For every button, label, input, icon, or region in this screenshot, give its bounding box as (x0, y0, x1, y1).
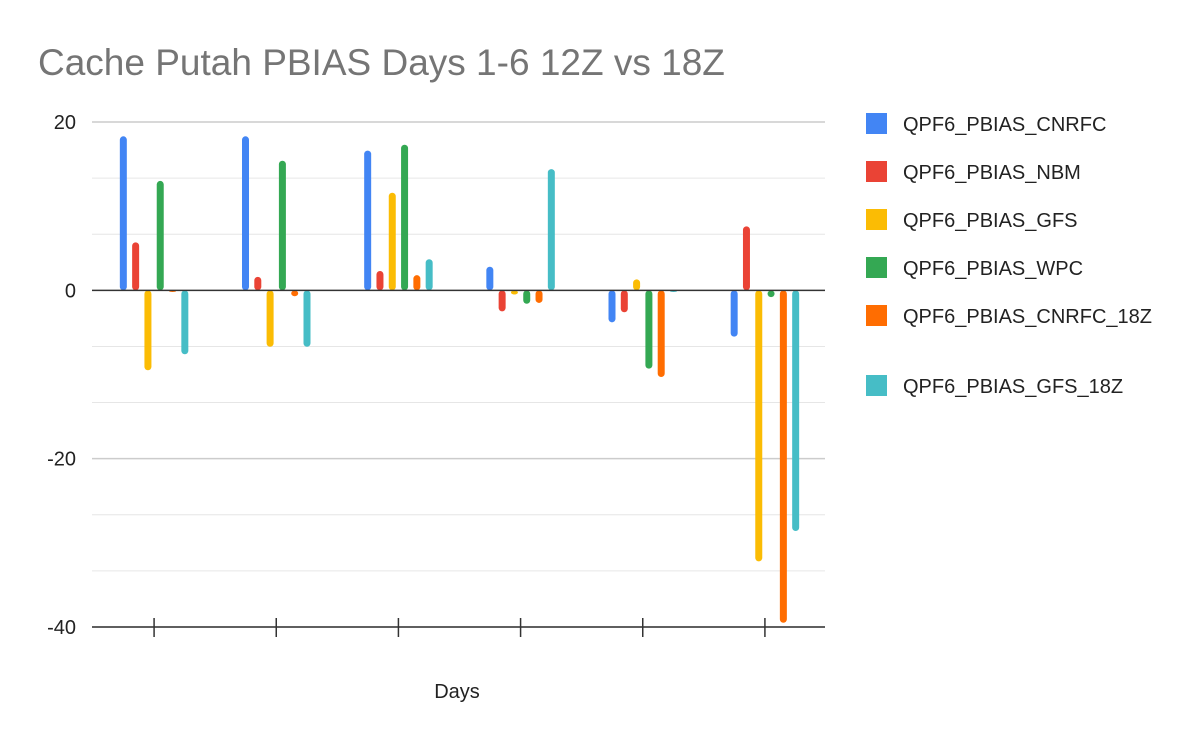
bar (535, 290, 543, 303)
legend-label: QPF6_PBIAS_GFS (903, 210, 1078, 232)
bar (388, 192, 396, 291)
legend-label: QPF6_PBIAS_GFS_18Z (903, 376, 1123, 398)
chart-title: Cache Putah PBIAS Days 1-6 12Z vs 18Z (38, 42, 725, 83)
legend-swatch (866, 375, 887, 396)
y-tick-label: -20 (47, 449, 76, 471)
bar (608, 290, 616, 323)
legend-label: QPF6_PBIAS_CNRFC_18Z (903, 306, 1152, 328)
bar (730, 290, 738, 337)
legend-swatch (866, 305, 887, 326)
bar (792, 290, 800, 532)
bar (547, 169, 555, 291)
bar (742, 226, 750, 291)
legend-swatch (866, 257, 887, 278)
bar (425, 259, 433, 291)
bar (498, 290, 506, 312)
bar (486, 266, 494, 291)
bar (303, 290, 311, 347)
legend-label: QPF6_PBIAS_NBM (903, 162, 1081, 184)
legend-swatch (866, 209, 887, 230)
bar (266, 290, 274, 347)
gridlines (92, 121, 825, 628)
bar (144, 290, 152, 371)
legend-swatch (866, 113, 887, 134)
bar (242, 136, 249, 291)
bar (156, 180, 164, 291)
bar (767, 290, 775, 298)
bar (291, 290, 299, 297)
bar (132, 242, 140, 291)
legend-label: QPF6_PBIAS_WPC (903, 258, 1083, 280)
y-tick-label: 20 (54, 112, 76, 134)
bar (181, 290, 189, 355)
bar (254, 276, 262, 291)
bar (510, 290, 518, 295)
bar (645, 290, 653, 369)
legend-label: QPF6_PBIAS_CNRFC (903, 114, 1106, 136)
bar (364, 150, 372, 291)
axes: 20 0 -20 -40 (47, 112, 825, 639)
legend: QPF6_PBIAS_CNRFC QPF6_PBIAS_NBM QPF6_PBIAS… (866, 113, 1152, 398)
legend-swatch (866, 161, 887, 182)
x-axis-title: Days (434, 681, 480, 703)
y-tick-label: -40 (47, 617, 76, 639)
bar (523, 290, 531, 304)
y-tick-label: 0 (65, 280, 76, 302)
bar (657, 290, 665, 378)
bar (633, 279, 641, 291)
bar (413, 275, 421, 291)
bars (119, 136, 800, 623)
bar (119, 136, 127, 291)
bar (755, 290, 763, 562)
bar (278, 160, 286, 291)
bar (376, 270, 384, 291)
bar (401, 144, 409, 291)
bar (620, 290, 628, 313)
bar (779, 290, 787, 623)
